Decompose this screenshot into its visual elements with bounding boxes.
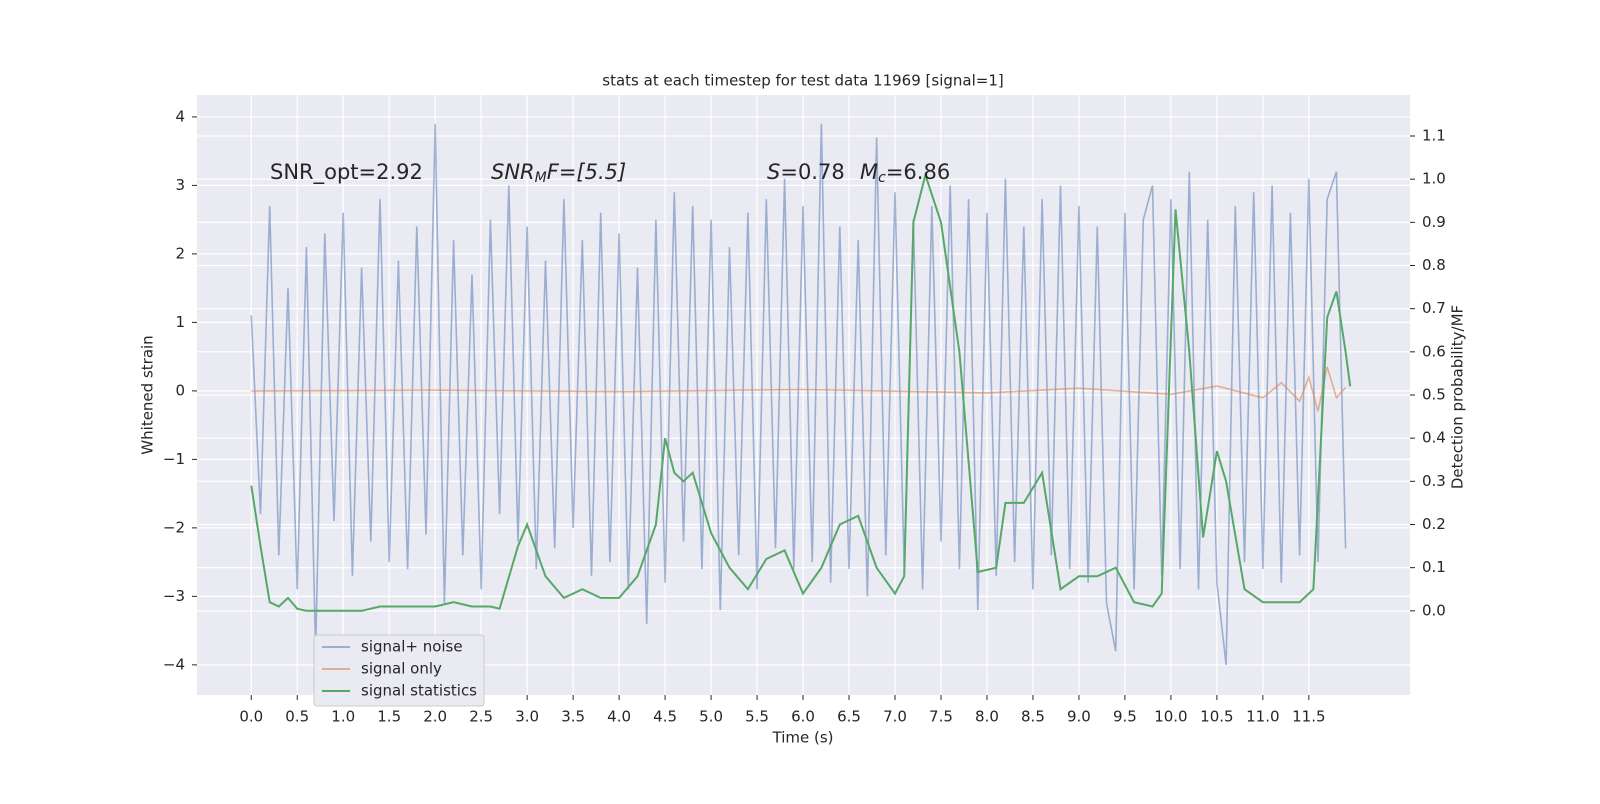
y2-tick-label: 0.3 <box>1422 472 1446 490</box>
x-tick-label: 4.0 <box>607 708 631 726</box>
x-tick-label: 5.0 <box>699 708 723 726</box>
annotation: SNRMF=[5.5] <box>491 160 626 186</box>
legend-label: signal only <box>361 660 442 678</box>
y2-tick-label: 0.4 <box>1422 429 1446 447</box>
annotation: SNR_opt=2.92 <box>270 160 423 185</box>
y-tick-label: −4 <box>163 655 185 673</box>
x-tick-label: 5.5 <box>745 708 769 726</box>
annotation-part: SNR <box>491 160 535 184</box>
grid <box>197 95 1410 695</box>
y2-tick-label: 0.8 <box>1422 256 1446 274</box>
x-tick-label: 0.0 <box>239 708 263 726</box>
y-tick-label: −1 <box>163 450 185 468</box>
annotation-part: F=[5.5] <box>547 160 626 184</box>
y2-tick-label: 1.1 <box>1422 127 1446 145</box>
y2-tick-label: 0.2 <box>1422 515 1446 533</box>
x-tick-label: 11.5 <box>1292 708 1325 726</box>
annotation-part: M <box>535 170 547 186</box>
y2-tick-label: 1.0 <box>1422 170 1446 188</box>
x-tick-label: 2.0 <box>423 708 447 726</box>
x-tick-label: 11.0 <box>1246 708 1279 726</box>
legend-label: signal statistics <box>361 682 477 700</box>
x-tick-label: 7.0 <box>883 708 907 726</box>
annotation: S=0.78 <box>767 160 845 184</box>
x-tick-label: 9.0 <box>1067 708 1091 726</box>
y2-tick-label: 0.1 <box>1422 558 1446 576</box>
x-tick-label: 2.5 <box>469 708 493 726</box>
annotation-part: S <box>767 160 780 184</box>
x-tick-label: 1.5 <box>377 708 401 726</box>
y2-tick-label: 0.0 <box>1422 601 1446 619</box>
annotation-part: =6.86 <box>886 160 950 184</box>
x-tick-label: 7.5 <box>929 708 953 726</box>
x-tick-label: 10.5 <box>1200 708 1233 726</box>
x-tick-label: 3.5 <box>561 708 585 726</box>
y-tick-label: −3 <box>163 587 185 605</box>
y-tick-label: 4 <box>175 107 185 125</box>
series-line <box>250 171 1352 612</box>
x-tick-label: 8.5 <box>1021 708 1045 726</box>
y2-tick-label: 0.5 <box>1422 386 1446 404</box>
x-tick-label: 9.5 <box>1113 708 1137 726</box>
y-tick-label: 0 <box>175 381 185 399</box>
ticks: 0.0 0.5 1.0 1.5 2.0 2.5 3.0 3.5 4.0 4.5 5.0 5.5 6.0 6… <box>163 107 1446 725</box>
annotation-part: =0.78 <box>780 160 844 184</box>
y-axis-label: Whitened strain <box>139 335 157 454</box>
y2-tick-label: 0.7 <box>1422 299 1446 317</box>
x-tick-label: 6.0 <box>791 708 815 726</box>
annotation-part: SNR_opt=2.92 <box>270 160 423 185</box>
legend-label: signal+ noise <box>361 638 463 656</box>
annotation-part: M <box>860 160 878 184</box>
x-tick-label: 3.0 <box>515 708 539 726</box>
y-tick-label: 2 <box>175 244 185 262</box>
x-tick-label: 0.5 <box>285 708 309 726</box>
legend: signal+ noise signal only signal statistic… <box>313 634 485 707</box>
y2-tick-label: 0.6 <box>1422 342 1446 360</box>
legend-box <box>313 634 485 707</box>
annotation-part: c <box>878 170 886 186</box>
y-tick-label: 3 <box>175 176 185 194</box>
marks <box>250 123 1352 665</box>
series-line <box>250 123 1347 665</box>
x-axis-label: Time (s) <box>772 729 834 747</box>
x-tick-label: 4.5 <box>653 708 677 726</box>
x-tick-label: 1.0 <box>331 708 355 726</box>
annotation: Mc=6.86 <box>860 160 950 186</box>
chart-title: stats at each timestep for test data 119… <box>602 72 1003 90</box>
y-tick-label: 1 <box>175 313 185 331</box>
x-tick-label: 6.5 <box>837 708 861 726</box>
x-tick-label: 8.0 <box>975 708 999 726</box>
x-tick-label: 10.0 <box>1154 708 1187 726</box>
y2-axis-label: Detection probability/MF <box>1449 305 1467 489</box>
annotations: SNR_opt=2.92 SNRMF=[5.5] S=0.78 Mc=6.86 <box>270 160 950 186</box>
y-tick-label: −2 <box>163 518 185 536</box>
y2-tick-label: 0.9 <box>1422 213 1446 231</box>
